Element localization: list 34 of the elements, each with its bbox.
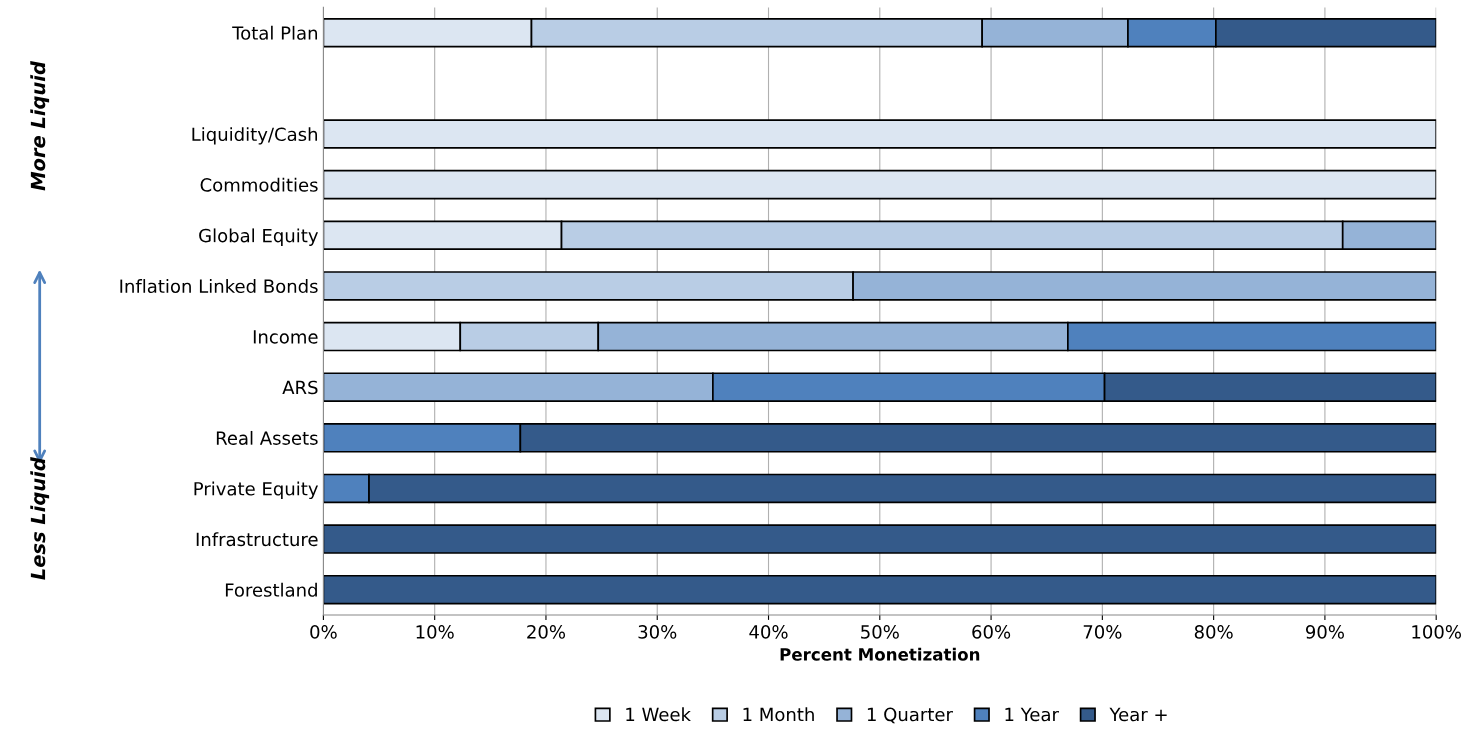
y-tick-label: Forestland — [225, 582, 317, 597]
bar — [323, 119, 1437, 149]
y-tick-label: Global Equity — [199, 228, 318, 246]
x-tick-label: 10% — [416, 625, 454, 639]
y-tick-label: Real Assets — [216, 430, 318, 445]
y-tick-label: Total Plan — [232, 25, 318, 40]
legend-label: 1 Month — [743, 707, 814, 722]
x-tick-label: 60% — [972, 625, 1011, 639]
y-tick-label: Liquidity/Cash — [192, 127, 318, 145]
x-tick-label: 30% — [638, 625, 677, 639]
legend-label: 1 Year — [1005, 707, 1059, 722]
x-axis-title: Percent Monetization — [780, 647, 980, 661]
x-tick-label: 90% — [1305, 625, 1344, 639]
x-tick-label: 100% — [1412, 625, 1461, 639]
x-tick-label: 50% — [861, 625, 899, 639]
y-tick-label: ARS — [282, 380, 318, 395]
y-tick-label: Infrastructure — [196, 532, 318, 547]
text: More Liquid — [30, 60, 50, 191]
y-tick-label: Private Equity — [194, 481, 318, 500]
x-tick-label: 20% — [527, 625, 566, 639]
x-tick-label: 80% — [1194, 625, 1233, 639]
legend-label: Year + — [1109, 707, 1167, 722]
y-tick-label: Income — [253, 330, 318, 344]
y-tick-label: Commodities — [200, 177, 318, 192]
x-tick-label: 40% — [749, 625, 788, 639]
text: Less Liquid — [30, 457, 50, 580]
bar — [323, 574, 1437, 605]
bar — [323, 169, 1437, 200]
x-tick-label: 0% — [310, 625, 337, 639]
x-tick-label: 70% — [1083, 625, 1122, 639]
legend-label: 1 Week — [626, 707, 691, 722]
legend-label: 1 Quarter — [867, 707, 953, 724]
y-tick-label: Inflation Linked Bonds — [120, 279, 318, 294]
bar — [323, 524, 1437, 554]
